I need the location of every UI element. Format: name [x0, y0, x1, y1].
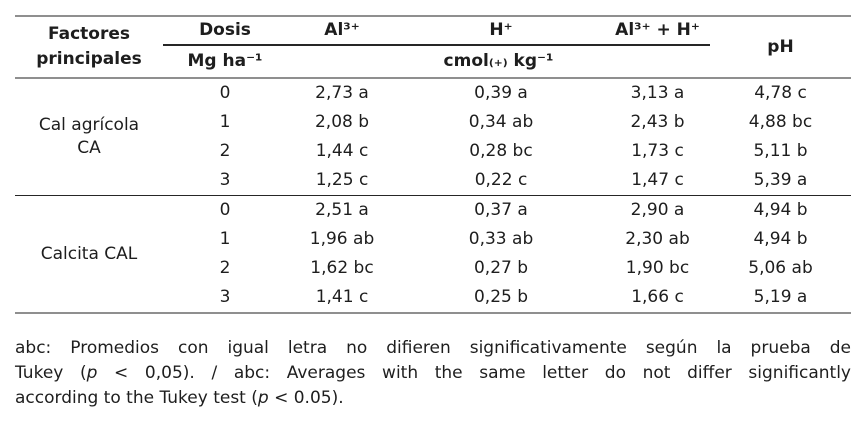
group-label: Cal agrícola CA — [38, 115, 140, 158]
footnote-line: abc: Promedios con igual letra no difier… — [15, 336, 851, 361]
cell-h: 0,27 b — [473, 258, 529, 279]
footnote-text: < 0,05). / abc: Averages with the same l… — [97, 363, 851, 383]
cell-h: 0,22 c — [474, 170, 528, 191]
col-header-dosis: Dosis — [163, 15, 287, 46]
cell-h: 0,28 bc — [469, 141, 533, 162]
col-subheader-dosis-unit: Mg ha⁻¹ — [163, 45, 287, 79]
cell-h: 0,33 ab — [468, 229, 534, 250]
footnote: abc: Promedios con igual letra no difier… — [15, 336, 851, 411]
header-row-1: Factores principales Dosis Al³⁺ H⁺ Al³⁺ … — [15, 15, 851, 79]
footnote-italic-p: p — [257, 388, 269, 408]
col-header-al: Al³⁺ — [287, 15, 397, 46]
table-row: 2 1,44 c 0,28 bc 1,73 c 5,11 b — [15, 137, 851, 166]
table-row: Calcita CAL 0 2,51 a 0,37 a 2,90 a 4,94 b — [15, 195, 851, 313]
cell-al-h: 2,30 ab — [625, 229, 690, 250]
cell-al-h: 1,66 c — [631, 287, 684, 308]
results-table: Factores principales Dosis Al³⁺ H⁺ Al³⁺ … — [15, 15, 851, 314]
header-row-2: Mg ha⁻¹ cmol₍₊₎ kg⁻¹ — [15, 45, 851, 79]
table-body: Cal agrícola CA 0 2,73 a 0,39 a 3,13 a 4,78 c 1… — [15, 78, 851, 313]
table-header: Factores principales Dosis Al³⁺ H⁺ Al³⁺ … — [15, 15, 851, 79]
cell-dosis: 3 — [219, 287, 231, 308]
col-header-h: H⁺ — [397, 15, 605, 46]
cell-al: 1,62 bc — [310, 258, 374, 279]
table-row: 1 2,08 b 0,34 ab 2,43 b 4,88 bc — [15, 108, 851, 137]
cell-ph: 5,39 a — [753, 170, 808, 191]
cell-dosis: 0 — [163, 195, 287, 225]
cell-dosis: 1 — [219, 229, 231, 250]
cell-h: 0,37 a — [397, 195, 605, 225]
cell-al: 1,44 c — [315, 141, 369, 162]
footnote-text: Tukey ( — [15, 363, 87, 383]
cell-ph: 5,19 a — [753, 287, 808, 308]
cell-al-h: 1,73 c — [631, 141, 684, 162]
cell-dosis: 1 — [219, 112, 231, 133]
cell-al: 2,73 a — [315, 83, 369, 104]
footnote-line: Tukey (p < 0,05). / abc: Averages with t… — [15, 361, 851, 386]
cell-ph: 4,94 b — [710, 195, 851, 225]
cell-al-h: 1,90 bc — [625, 258, 690, 279]
col-header-factores: Factores principales — [15, 15, 163, 79]
footnote-line: according to the Tukey test (p < 0.05). — [15, 386, 851, 411]
cell-h: 0,25 b — [473, 287, 529, 308]
table-row: 3 1,41 c 0,25 b 1,66 c 5,19 a — [15, 283, 851, 313]
table-row: 1 1,96 ab 0,33 ab 2,30 ab 4,94 b — [15, 225, 851, 254]
cell-al: 1,41 c — [315, 287, 369, 308]
cell-al-h: 3,13 a — [630, 83, 685, 104]
col-header-ph: pH — [710, 15, 851, 79]
cell-al-h: 1,47 c — [631, 170, 684, 191]
col-header-al-h: Al³⁺ + H⁺ — [605, 15, 710, 46]
footnote-text: abc: Promedios con igual letra no difier… — [15, 338, 851, 358]
cell-ph: 4,94 b — [753, 229, 808, 250]
footnote-text: < 0.05). — [268, 388, 344, 408]
cell-al-h: 2,90 a — [605, 195, 710, 225]
cell-al-h: 2,43 b — [630, 112, 685, 133]
cell-dosis: 2 — [219, 141, 231, 162]
col-subheader-conc-unit: cmol₍₊₎ kg⁻¹ — [287, 45, 710, 79]
table-row: 3 1,25 c 0,22 c 1,47 c 5,39 a — [15, 166, 851, 196]
cell-al: 2,51 a — [287, 195, 397, 225]
cell-al: 1,25 c — [315, 170, 369, 191]
cell-ph: 5,06 ab — [748, 258, 813, 279]
cell-dosis: 0 — [219, 83, 231, 104]
group-label: Calcita CAL — [15, 195, 163, 313]
cell-dosis: 2 — [219, 258, 231, 279]
cell-al: 2,08 b — [314, 112, 370, 133]
cell-h: 0,34 ab — [468, 112, 534, 133]
footnote-text: according to the Tukey test ( — [15, 388, 258, 408]
cell-ph: 4,78 c — [754, 83, 807, 104]
footnote-italic-p: p — [86, 363, 98, 383]
table-row: 2 1,62 bc 0,27 b 1,90 bc 5,06 ab — [15, 254, 851, 283]
cell-ph: 4,88 bc — [748, 112, 813, 133]
cell-h: 0,39 a — [474, 83, 528, 104]
cell-al: 1,96 ab — [309, 229, 375, 250]
cell-ph: 5,11 b — [753, 141, 808, 162]
table-row: Cal agrícola CA 0 2,73 a 0,39 a 3,13 a 4,78 c — [15, 78, 851, 158]
cell-dosis: 3 — [219, 170, 231, 191]
